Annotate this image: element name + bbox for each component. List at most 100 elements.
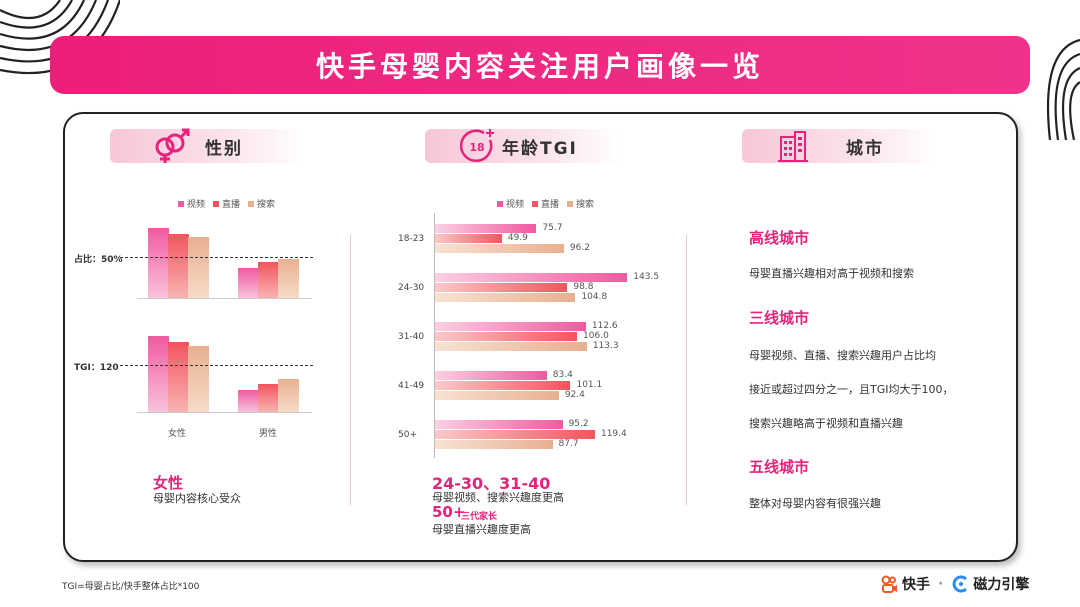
section-title-city: 城市 — [846, 138, 884, 159]
hbar-search — [435, 342, 587, 351]
legend-item-live: 直播 — [532, 197, 559, 210]
cili-logo-icon — [953, 575, 968, 593]
value-label-video: 143.5 — [633, 272, 660, 282]
brand-kuaishou-name: 快手 — [902, 577, 930, 593]
hbar-live — [435, 234, 502, 243]
gender-tgi-axis — [137, 412, 312, 413]
legend-swatch-live — [532, 200, 539, 207]
legend-item-live: 直播 — [213, 197, 240, 210]
bar-search-female — [188, 237, 209, 298]
legend-label-video: 视频 — [187, 200, 206, 210]
value-label-live: 106.0 — [583, 331, 609, 341]
bar-video-female — [148, 336, 169, 412]
page-title: 快手母婴内容关注用户画像一览 — [315, 50, 764, 83]
value-label-search: 104.8 — [581, 292, 608, 302]
kuaishou-logo-icon — [881, 575, 897, 593]
tgi-footnote: TGI=母婴占比/快手整体占比*100 — [62, 582, 200, 592]
decorative-waves-right — [1046, 38, 1080, 140]
y-label-age-group: 18-23 — [398, 234, 425, 244]
bar-search-male — [278, 259, 299, 298]
hbar-live — [435, 430, 595, 439]
legend-item-search: 搜索 — [567, 197, 594, 210]
hbar-video — [435, 273, 628, 282]
brand-separator: · — [938, 576, 944, 592]
hbar-video — [435, 371, 547, 380]
section-header-gender: 性别 — [110, 129, 305, 163]
value-label-video: 112.6 — [591, 321, 618, 331]
hbar-video — [435, 224, 537, 233]
gender-share-axis — [137, 298, 312, 299]
city-tier-desc: 接近或超过四分之一，且TGI均大于100， — [749, 383, 954, 396]
x-label-female: 女性 — [168, 429, 187, 439]
bar-video-male — [238, 268, 259, 298]
value-label-search: 96.2 — [569, 243, 590, 253]
legend-label-search: 搜索 — [576, 200, 595, 210]
gender-legend: 视频 直播 搜索 — [178, 197, 275, 210]
hbar-live — [435, 283, 568, 292]
hbar-search — [435, 391, 559, 400]
age-note-secondary-sub: 三代家长 — [461, 512, 498, 522]
tgi-reference-label: TGI：120 — [74, 363, 119, 373]
column-divider — [686, 235, 687, 505]
value-label-live: 49.9 — [507, 233, 528, 243]
y-label-age-group: 50+ — [398, 430, 417, 440]
share-reference-label: 占比：50% — [74, 255, 123, 265]
age-note-secondary: 50+ — [432, 503, 466, 521]
value-label-live: 98.8 — [573, 282, 594, 292]
legend-swatch-search — [567, 200, 574, 207]
hbar-search — [435, 244, 564, 253]
hbar-live — [435, 332, 578, 341]
hbar-video — [435, 322, 586, 331]
age-note-secondary-desc: 母婴直播兴趣度更高 — [432, 523, 531, 536]
gender-highlight-desc: 母婴内容核心受众 — [153, 492, 241, 505]
age-chart-axis — [434, 213, 435, 458]
legend-item-video: 视频 — [178, 197, 205, 210]
city-tier-desc: 搜索兴趣略高于视频和直播兴趣 — [749, 417, 903, 430]
y-label-age-group: 31-40 — [398, 332, 425, 342]
brand-kuaishou: 快手 · 磁力引擎 — [880, 574, 1029, 594]
legend-label-live: 直播 — [541, 200, 560, 210]
legend-label-search: 搜索 — [257, 200, 276, 210]
value-label-search: 113.3 — [592, 341, 619, 351]
value-label-live: 119.4 — [600, 429, 627, 439]
value-label-search: 92.4 — [564, 390, 585, 400]
bar-video-female — [148, 228, 169, 298]
bar-live-male — [258, 262, 279, 298]
age-note-primary: 24-30、31-40 — [432, 474, 551, 493]
legend-item-video: 视频 — [497, 197, 524, 210]
city-tier-desc: 母婴直播兴趣相对高于视频和搜索 — [749, 267, 914, 280]
city-tier-desc: 母婴视频、直播、搜索兴趣用户占比均 — [749, 349, 936, 362]
value-label-live: 101.1 — [576, 380, 603, 390]
column-divider — [350, 235, 351, 505]
bar-live-female — [168, 234, 189, 298]
svg-text:18: 18 — [469, 141, 484, 154]
gender-symbol-icon — [155, 128, 190, 163]
tgi-reference-line — [120, 365, 313, 366]
value-label-video: 83.4 — [552, 370, 573, 380]
section-title-age: 年龄TGI — [502, 138, 578, 159]
bar-search-male — [278, 379, 299, 412]
share-reference-line — [120, 257, 313, 258]
hbar-search — [435, 293, 576, 302]
bar-video-male — [238, 390, 259, 412]
legend-swatch-search — [248, 200, 255, 207]
gender-highlight: 女性 — [153, 474, 184, 492]
brand-cili-name: 磁力引擎 — [973, 577, 1030, 593]
age-note-primary-desc: 母婴视频、搜索兴趣度更高 — [432, 491, 564, 504]
section-header-age: 年龄TGI — [425, 129, 620, 163]
section-header-city: 城市 — [742, 129, 937, 163]
legend-label-live: 直播 — [222, 200, 241, 210]
legend-swatch-video — [497, 200, 503, 207]
age-legend: 视频 直播 搜索 — [497, 197, 594, 210]
y-label-age-group: 24-30 — [398, 283, 425, 293]
page-banner: 快手母婴内容关注用户画像一览 — [50, 36, 1030, 94]
y-label-age-group: 41-49 — [398, 381, 425, 391]
value-label-video: 75.7 — [542, 223, 563, 233]
age-18plus-icon: 18 — [460, 129, 494, 162]
hbar-video — [435, 420, 563, 429]
legend-item-search: 搜索 — [248, 197, 275, 210]
building-icon — [778, 131, 808, 162]
city-tier-title: 五线城市 — [749, 458, 810, 476]
legend-label-video: 视频 — [506, 200, 525, 210]
city-tier-title: 高线城市 — [749, 229, 810, 247]
